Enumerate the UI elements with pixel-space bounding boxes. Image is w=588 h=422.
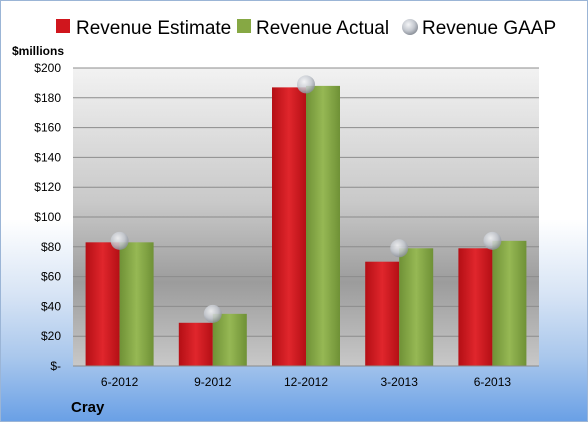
legend-label-revenue-gaap: Revenue GAAP xyxy=(422,18,556,39)
x-tick-label: 3-2013 xyxy=(381,375,419,389)
marker-revenue-gaap xyxy=(203,304,222,323)
y-axis-ticks: $- $20 $40 $60 $80 $100 $120 $140 $160 $180 $200 xyxy=(34,61,61,373)
y-tick-label: $200 xyxy=(34,61,61,75)
legend: Revenue Estimate Revenue Actual Revenue … xyxy=(56,18,556,39)
legend-label-revenue-actual: Revenue Actual xyxy=(256,18,389,39)
company-name: Cray xyxy=(71,399,105,416)
x-tick-label: 6-2012 xyxy=(101,375,139,389)
legend-swatch-revenue-gaap xyxy=(402,19,418,35)
y-tick-label: $40 xyxy=(41,299,61,313)
y-tick-label: $100 xyxy=(34,210,61,224)
bar-revenue-actual xyxy=(119,242,154,366)
marker-revenue-gaap xyxy=(390,239,409,258)
y-tick-label: $140 xyxy=(34,150,61,164)
y-tick-label: $180 xyxy=(34,91,61,105)
bar-revenue-estimate xyxy=(365,261,400,366)
bar-revenue-estimate xyxy=(458,248,493,366)
marker-revenue-gaap xyxy=(297,75,315,94)
marker-revenue-gaap xyxy=(483,231,502,250)
bar-revenue-estimate xyxy=(178,322,213,366)
gaap-markers xyxy=(110,75,502,323)
x-tick-label: 9-2012 xyxy=(194,375,232,389)
bar-revenue-estimate xyxy=(85,242,120,366)
bar-revenue-actual xyxy=(212,313,247,366)
legend-swatch-revenue-estimate xyxy=(56,19,70,33)
bar-revenue-actual xyxy=(492,240,527,366)
y-tick-label: $- xyxy=(50,359,61,373)
y-tick-label: $80 xyxy=(41,240,61,254)
y-tick-label: $160 xyxy=(34,121,61,135)
marker-revenue-gaap xyxy=(110,231,129,250)
bar-revenue-estimate xyxy=(272,87,306,367)
x-axis-labels: 6-2012 9-2012 12-2012 3-2013 6-2013 xyxy=(101,375,511,389)
x-tick-label: 12-2012 xyxy=(284,375,328,389)
legend-swatch-revenue-actual xyxy=(237,19,251,33)
y-tick-label: $60 xyxy=(41,270,61,284)
bars xyxy=(85,85,527,367)
x-tick-label: 6-2013 xyxy=(474,375,512,389)
y-tick-label: $120 xyxy=(34,180,61,194)
y-tick-label: $20 xyxy=(41,329,61,343)
bar-revenue-actual xyxy=(306,85,340,366)
bar-revenue-actual xyxy=(399,248,434,366)
y-axis-label: $millions xyxy=(12,44,64,58)
legend-label-revenue-estimate: Revenue Estimate xyxy=(76,18,231,39)
